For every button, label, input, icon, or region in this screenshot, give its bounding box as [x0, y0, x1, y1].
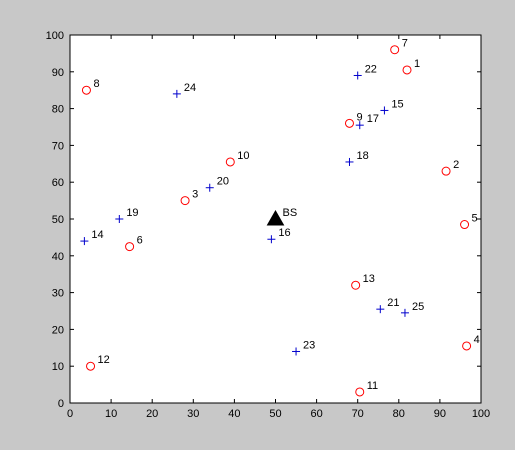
point-marker-15 — [380, 106, 389, 115]
axes-frame — [69, 34, 482, 404]
point-label-1: 1 — [414, 58, 420, 70]
point-marker-14 — [80, 237, 89, 246]
x-tick-label: 70 — [352, 408, 364, 420]
point-marker-8 — [81, 85, 91, 95]
x-tick-label: 40 — [228, 408, 240, 420]
point-label-12: 12 — [98, 354, 110, 366]
point-marker-13 — [351, 280, 361, 290]
point-label-19: 19 — [126, 207, 138, 219]
point-label-21: 21 — [387, 297, 399, 309]
point-label-25: 25 — [412, 301, 424, 313]
point-label-8: 8 — [93, 78, 99, 90]
point-marker-4 — [462, 341, 472, 351]
x-tick-label: 100 — [472, 408, 490, 420]
point-label-6: 6 — [137, 235, 143, 247]
point-marker-12 — [86, 361, 96, 371]
x-tick-label: 10 — [105, 408, 117, 420]
axis-ticks: 0 10 20 30 40 50 60 70 80 90 100 0 10 20 30 40 50 60 70 80 9… — [46, 30, 491, 420]
point-marker-9 — [344, 118, 354, 128]
y-tick-label: 100 — [46, 30, 64, 42]
point-label-11: 11 — [367, 380, 378, 392]
point-label-10: 10 — [237, 150, 249, 162]
point-label-4: 4 — [474, 334, 480, 346]
x-tick-label: 50 — [269, 408, 281, 420]
point-marker-BS — [266, 209, 285, 226]
chart-marks: 1234567891011121314151617181920212223242… — [80, 38, 480, 397]
y-tick-label: 30 — [52, 288, 64, 300]
point-marker-6 — [125, 242, 135, 252]
point-marker-1 — [402, 65, 412, 75]
point-marker-16 — [267, 235, 276, 244]
point-label-17: 17 — [367, 113, 379, 125]
x-tick-label: 30 — [187, 408, 199, 420]
point-marker-23 — [292, 347, 301, 356]
y-tick-label: 90 — [52, 67, 64, 79]
point-label-2: 2 — [453, 159, 459, 171]
x-tick-label: 0 — [67, 408, 73, 420]
point-label-5: 5 — [472, 213, 478, 225]
point-label-18: 18 — [356, 150, 368, 162]
point-label-22: 22 — [365, 63, 377, 75]
point-label-13: 13 — [363, 273, 375, 285]
y-tick-label: 0 — [58, 398, 64, 410]
point-label-14: 14 — [91, 229, 103, 241]
point-label-16: 16 — [278, 227, 290, 239]
y-tick-label: 80 — [52, 104, 64, 116]
y-tick-label: 50 — [52, 214, 64, 226]
point-label-23: 23 — [303, 339, 315, 351]
point-marker-10 — [225, 157, 235, 167]
point-marker-20 — [205, 183, 214, 192]
point-label-15: 15 — [391, 98, 403, 110]
point-marker-17 — [355, 121, 364, 130]
y-tick-label: 20 — [52, 324, 64, 336]
point-marker-11 — [355, 387, 365, 397]
point-label-3: 3 — [192, 189, 198, 201]
point-label-20: 20 — [217, 176, 229, 188]
point-marker-25 — [400, 308, 409, 317]
x-tick-label: 20 — [146, 408, 158, 420]
point-marker-22 — [353, 71, 362, 80]
y-tick-label: 40 — [52, 251, 64, 263]
point-marker-24 — [172, 89, 181, 98]
point-marker-5 — [460, 220, 470, 230]
point-marker-3 — [180, 196, 190, 206]
x-tick-label: 90 — [434, 408, 446, 420]
point-label-BS: BS — [283, 207, 298, 219]
point-marker-7 — [390, 45, 400, 55]
point-label-9: 9 — [356, 111, 362, 123]
point-marker-19 — [115, 215, 124, 223]
point-marker-2 — [441, 166, 451, 176]
y-tick-label: 60 — [52, 177, 64, 189]
point-marker-21 — [376, 305, 385, 314]
y-tick-label: 70 — [52, 140, 64, 152]
x-tick-label: 60 — [310, 408, 322, 420]
x-tick-label: 80 — [393, 408, 405, 420]
point-label-7: 7 — [402, 38, 408, 50]
point-marker-18 — [345, 157, 354, 166]
y-tick-label: 10 — [52, 361, 64, 373]
point-label-24: 24 — [184, 82, 196, 94]
